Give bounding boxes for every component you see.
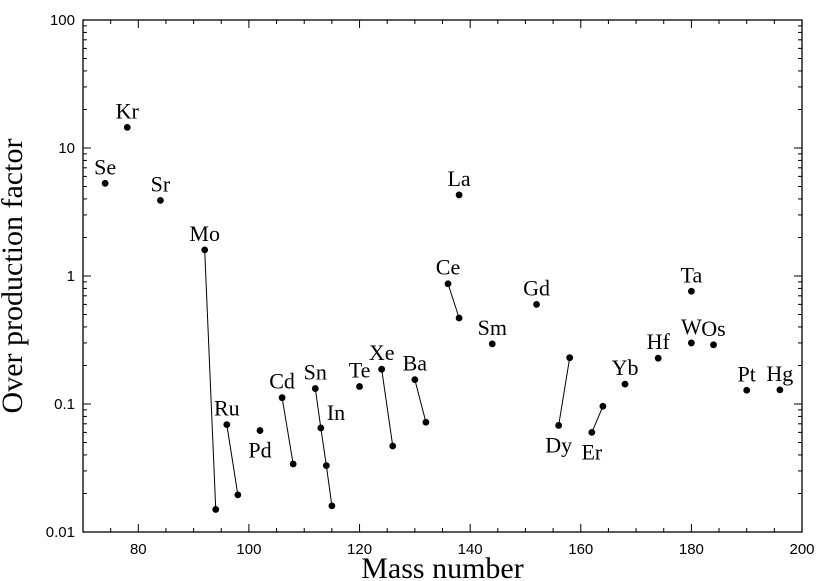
connector-line — [325, 465, 333, 506]
data-point — [588, 428, 596, 436]
data-points — [101, 123, 784, 513]
connector-line — [591, 406, 604, 433]
data-point — [776, 386, 784, 394]
data-point — [356, 383, 363, 390]
point-label: Te — [349, 357, 371, 382]
point-label: Xe — [369, 340, 395, 365]
data-point — [687, 287, 695, 295]
point-label: Er — [581, 439, 602, 464]
x-axis-title: Mass number — [361, 552, 523, 581]
data-point — [101, 179, 109, 187]
data-point — [687, 339, 695, 347]
data-point — [123, 123, 131, 131]
data-point — [566, 354, 574, 362]
connector-line — [414, 379, 427, 423]
connector-line — [314, 388, 322, 429]
data-point — [455, 314, 463, 322]
x-tick-label: 140 — [458, 541, 483, 558]
data-point — [444, 280, 452, 288]
connector-line — [204, 249, 217, 510]
point-label: Yb — [612, 355, 639, 380]
point-label: Ba — [403, 351, 428, 376]
x-tick-label: 200 — [789, 541, 814, 558]
x-tick-label: 180 — [679, 541, 704, 558]
data-point — [422, 418, 430, 426]
point-label: Dy — [545, 432, 572, 457]
data-point — [311, 385, 319, 392]
data-point — [328, 502, 336, 510]
data-point — [378, 365, 386, 373]
data-point — [157, 196, 164, 204]
point-label: Hf — [647, 329, 671, 354]
data-point — [411, 376, 419, 384]
y-tick-label: 100 — [50, 12, 75, 29]
data-point — [278, 394, 286, 402]
y-axis-title: Over production factor — [0, 139, 29, 414]
point-label: Se — [94, 154, 116, 179]
point-label: Ta — [681, 262, 703, 287]
point-label: Mo — [189, 221, 220, 246]
data-point — [223, 421, 231, 429]
data-point — [743, 386, 751, 394]
point-label: Ce — [436, 255, 460, 280]
data-point — [599, 402, 607, 410]
point-label: Sr — [151, 171, 171, 196]
data-point — [289, 460, 297, 468]
point-label: La — [447, 166, 470, 191]
point-label: W — [681, 314, 702, 339]
y-tick-label: 10 — [58, 140, 75, 157]
connector-line — [226, 424, 239, 495]
connector-line — [558, 357, 571, 426]
point-label: Sm — [478, 315, 507, 340]
data-point — [621, 380, 629, 388]
point-label: Pt — [738, 361, 756, 386]
connector-line — [447, 283, 460, 319]
data-point — [317, 424, 325, 432]
point-label: Hg — [766, 361, 793, 386]
data-point — [322, 462, 330, 470]
data-point — [234, 491, 242, 499]
data-point — [555, 422, 563, 429]
x-tick-label: 80 — [130, 541, 147, 558]
connector-lines — [204, 249, 604, 510]
y-tick-label: 1 — [67, 268, 75, 285]
x-tick-label: 120 — [347, 541, 372, 558]
connector-line — [320, 427, 327, 466]
point-label: Cd — [269, 369, 295, 394]
point-label: Sn — [304, 360, 327, 385]
data-point — [455, 191, 463, 199]
data-point — [710, 341, 717, 349]
point-label: Kr — [116, 98, 140, 123]
data-point — [256, 427, 264, 434]
point-label: Os — [701, 316, 725, 341]
connector-line — [381, 369, 394, 447]
y-tick-label: 0.01 — [46, 524, 75, 541]
data-point — [389, 442, 397, 450]
data-point — [201, 246, 209, 254]
axes: 80 100 120 140 160 180 200 0.01 0.1 1 10 100 — [46, 12, 815, 558]
data-point — [654, 354, 662, 362]
point-label: Gd — [523, 275, 550, 300]
connector-line — [281, 397, 294, 465]
y-tick-label: 0.1 — [54, 396, 75, 413]
x-tick-label: 100 — [236, 541, 261, 558]
data-point — [533, 300, 540, 308]
data-point — [212, 506, 220, 513]
point-label: Ru — [214, 396, 240, 421]
data-point — [488, 340, 496, 348]
x-tick-label: 160 — [568, 541, 593, 558]
point-label: Pd — [248, 438, 271, 463]
point-label: In — [327, 400, 345, 425]
